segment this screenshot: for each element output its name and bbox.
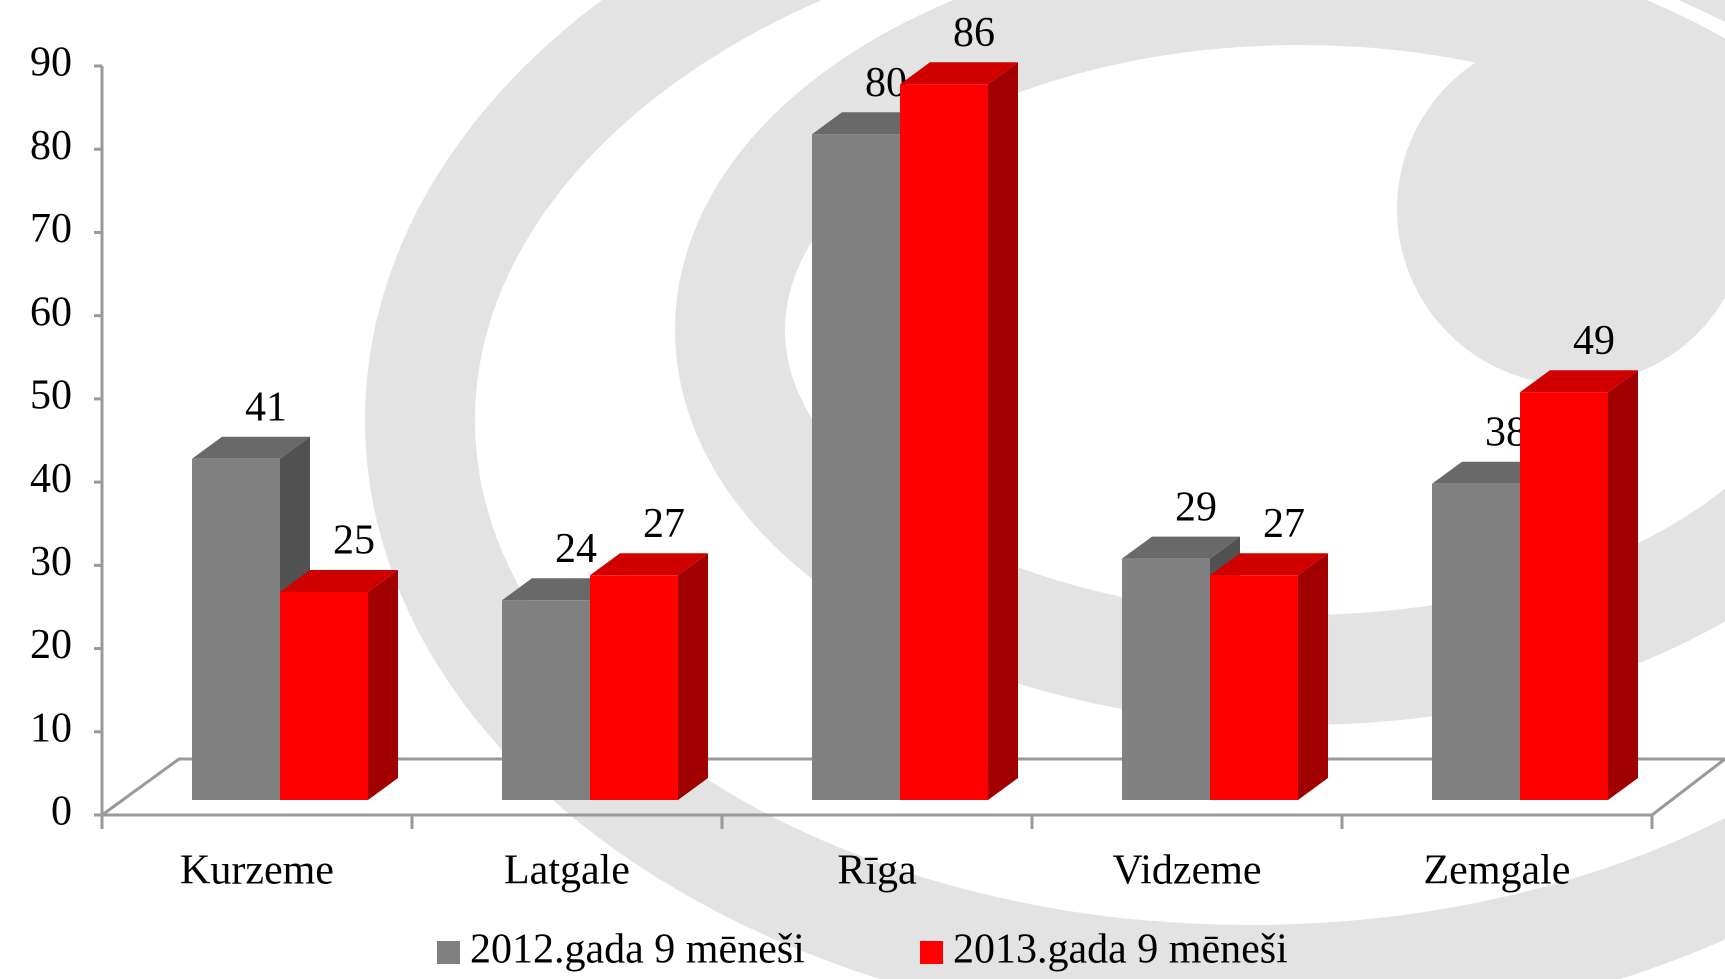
y-tick-label: 70 — [30, 206, 72, 252]
legend-label: 2013.gada 9 mēneši — [953, 927, 1288, 973]
bar-side — [1608, 370, 1638, 800]
y-tick-label: 30 — [30, 539, 72, 585]
data-label: 25 — [333, 518, 375, 564]
y-tick-label: 0 — [51, 789, 72, 835]
bar — [1520, 392, 1608, 800]
x-tick-label: Rīga — [837, 848, 917, 894]
y-tick-label: 80 — [30, 123, 72, 169]
y-tick-label: 40 — [30, 456, 72, 502]
data-label: 49 — [1573, 318, 1615, 364]
x-tick-label: Vidzeme — [1112, 848, 1261, 894]
bar — [280, 592, 368, 800]
legend-label: 2012.gada 9 mēneši — [470, 927, 805, 973]
chart: 0 10 20 30 40 50 60 70 80 90 Kurzeme 41 25 Latgale 24 2… — [0, 0, 1725, 979]
bar — [1210, 575, 1298, 800]
bar-side — [368, 570, 398, 800]
x-tick-label: Zemgale — [1424, 848, 1571, 894]
y-tick-label: 10 — [30, 705, 72, 751]
data-label: 86 — [953, 10, 995, 56]
y-tick-label: 20 — [30, 622, 72, 668]
y-tick-label: 60 — [30, 289, 72, 335]
bar-side — [678, 553, 708, 800]
bar — [1122, 559, 1210, 800]
y-tick-label: 90 — [30, 40, 72, 86]
bar-side — [1298, 553, 1328, 800]
bar — [502, 600, 590, 800]
bar — [1432, 484, 1520, 800]
bar — [192, 459, 280, 800]
data-label: 41 — [245, 384, 287, 430]
data-label: 27 — [643, 501, 685, 547]
bar — [900, 84, 988, 800]
data-label: 24 — [555, 526, 597, 572]
legend-swatch — [437, 941, 460, 964]
x-tick-label: Kurzeme — [180, 848, 334, 894]
bar — [590, 575, 678, 800]
y-tick-label: 50 — [30, 373, 72, 419]
data-label: 29 — [1175, 484, 1217, 530]
x-tick-label: Latgale — [504, 848, 630, 894]
bar-side — [988, 62, 1018, 800]
bar — [812, 134, 900, 800]
legend-swatch — [920, 941, 943, 964]
data-label: 27 — [1263, 501, 1305, 547]
